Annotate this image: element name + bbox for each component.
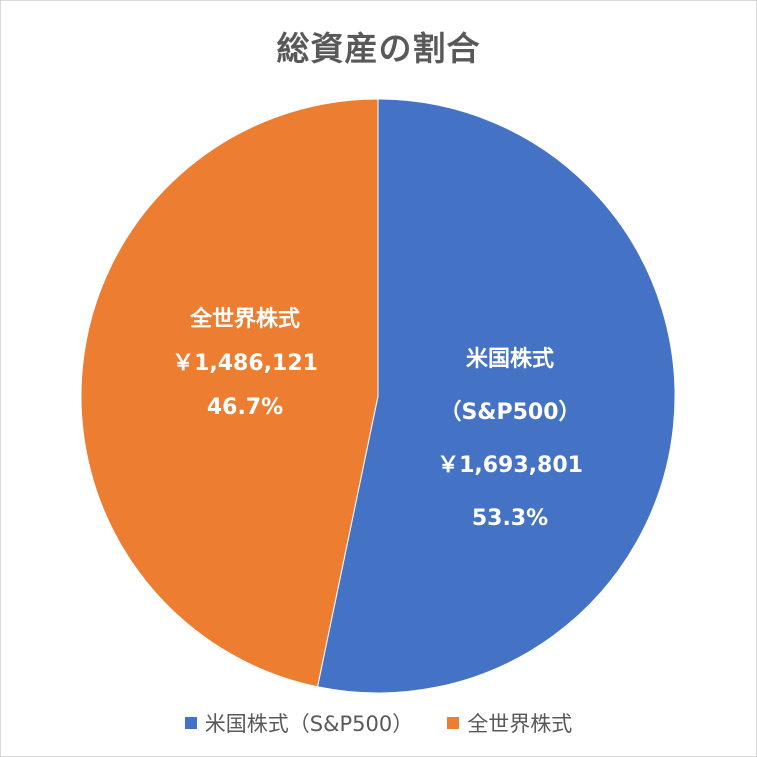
slice-label-global-stocks-1: 全世界株式 xyxy=(189,306,300,332)
legend-label-us-stocks: 米国株式（S&P500） xyxy=(204,712,414,736)
slice-label-us-stocks-2: （S&P500） xyxy=(439,400,580,425)
pie-slice-global-stocks xyxy=(80,98,379,688)
legend-swatch-us-stocks xyxy=(184,717,197,729)
legend-label-global-stocks: 全世界株式 xyxy=(467,712,573,736)
legend-item-us-stocks: 米国株式（S&P500） xyxy=(184,708,414,738)
slice-label-us-stocks-4: 53.3% xyxy=(472,506,548,531)
pie-slice-us-stocks xyxy=(316,98,676,694)
legend: 米国株式（S&P500） 全世界株式 xyxy=(0,708,757,738)
chart-title: 総資産の割合 xyxy=(276,29,481,68)
slice-label-global-stocks-2: ￥1,486,121 xyxy=(172,351,318,376)
slice-label-us-stocks-3: ￥1,693,801 xyxy=(437,453,583,478)
legend-swatch-global-stocks xyxy=(447,717,460,729)
slice-label-us-stocks-1: 米国株式 xyxy=(466,347,554,372)
slice-label-global-stocks-3: 46.7% xyxy=(207,395,283,420)
legend-item-global-stocks: 全世界株式 xyxy=(447,708,572,738)
